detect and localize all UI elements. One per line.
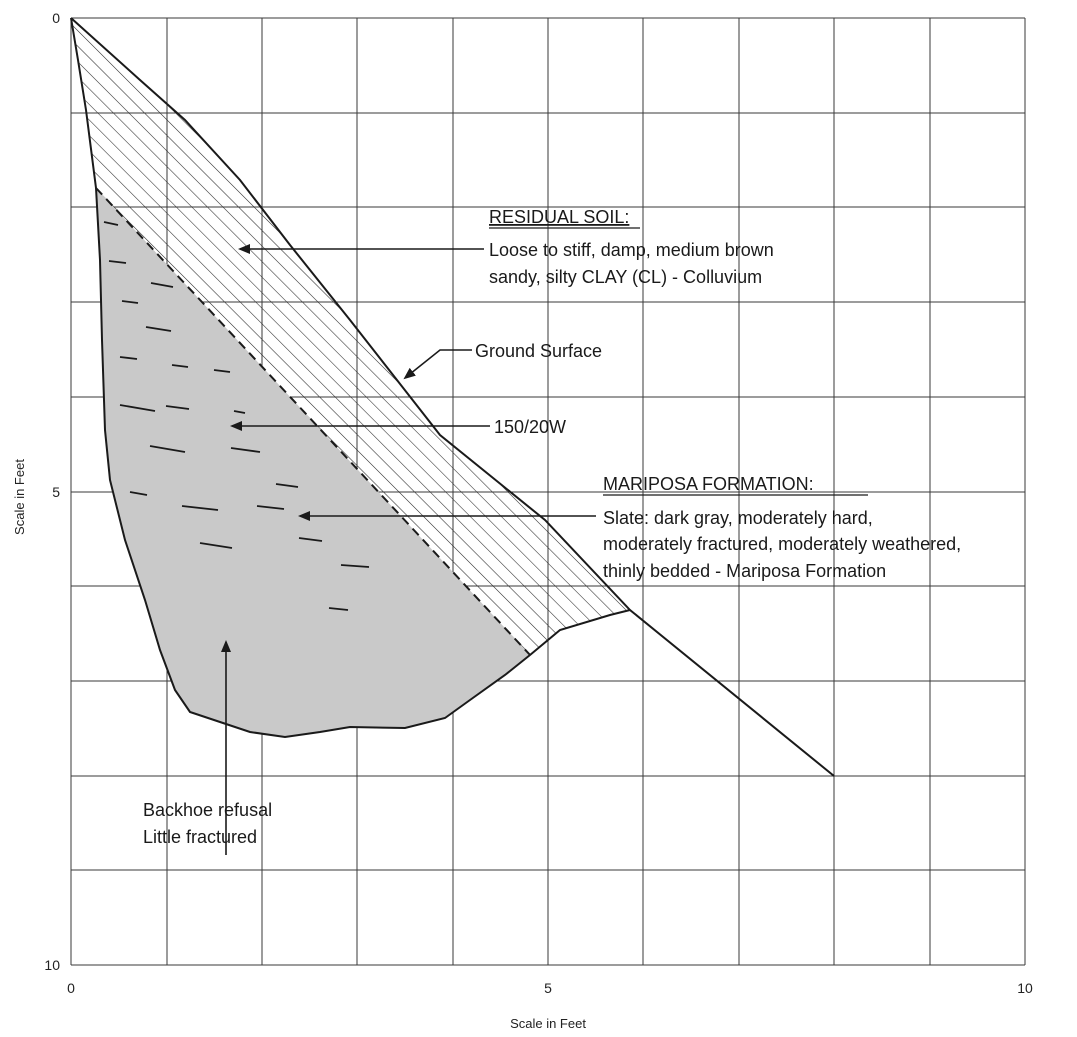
y-tick-5: 5 [52,484,60,500]
residual-soil-layer [71,18,630,655]
trench-outline [70,17,631,739]
refusal-label-2: Little fractured [143,827,257,847]
refusal-label-1: Backhoe refusal [143,800,272,820]
contact-line [95,187,531,656]
x-tick-0: 0 [67,980,75,996]
y-axis-title: Scale in Feet [12,459,27,535]
residual-soil-title: RESIDUAL SOIL: [489,207,629,227]
ground-surface-label: Ground Surface [475,341,602,361]
y-tick-10: 10 [44,957,60,973]
residual-soil-desc-2: sandy, silty CLAY (CL) - Colluvium [489,267,762,287]
mariposa-title: MARIPOSA FORMATION: [603,474,814,494]
x-axis-title: Scale in Feet [510,1016,586,1031]
y-tick-0: 0 [52,10,60,26]
bedding-marks [103,221,370,611]
x-tick-5: 5 [544,980,552,996]
mariposa-desc-2: moderately fractured, moderately weather… [603,534,961,554]
mariposa-formation-layer [96,188,530,737]
attitude-label: 150/20W [494,417,566,437]
mariposa-desc-1: Slate: dark gray, moderately hard, [603,508,873,528]
ground-surface-arrow [403,349,472,380]
residual-soil-desc-1: Loose to stiff, damp, medium brown [489,240,774,260]
x-tick-10: 10 [1017,980,1033,996]
ground-surface-line [70,17,835,777]
mariposa-desc-3: thinly bedded - Mariposa Formation [603,561,886,581]
